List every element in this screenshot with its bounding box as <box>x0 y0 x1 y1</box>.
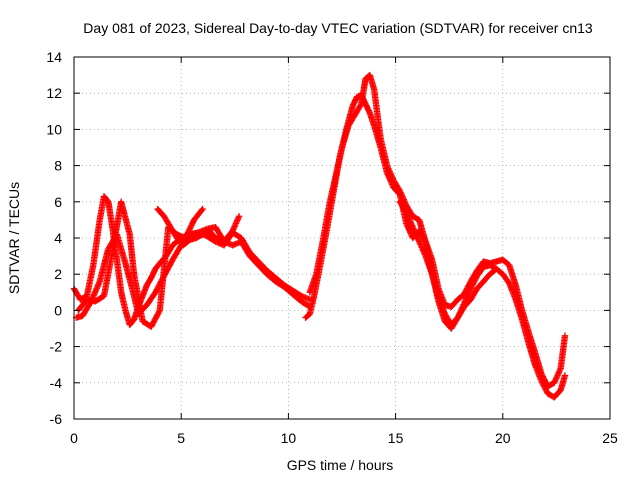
y-axis-label: SDTVAR / TECUs <box>6 182 22 294</box>
series-track-a <box>70 193 314 329</box>
data-point <box>466 281 473 288</box>
data-point <box>402 208 409 215</box>
data-point <box>188 222 195 229</box>
data-point <box>198 207 205 214</box>
data-point <box>492 266 499 273</box>
data-point <box>461 290 468 298</box>
data-point <box>357 102 364 109</box>
x-tick-label: 10 <box>281 430 297 446</box>
series-track-e <box>302 91 569 401</box>
data-point <box>186 225 194 232</box>
data-point <box>183 232 191 239</box>
y-tick-label: -6 <box>50 411 63 427</box>
x-tick-labels: 0 5 10 15 20 25 <box>70 430 618 446</box>
data-point <box>186 226 193 233</box>
y-tick-label: 4 <box>54 230 62 246</box>
data-point <box>538 370 545 377</box>
series-track-f <box>306 71 569 390</box>
y-tick-label: 10 <box>46 121 62 137</box>
data-point <box>465 282 472 289</box>
data-point <box>462 288 469 295</box>
x-tick-label: 20 <box>495 430 511 446</box>
data-point <box>463 286 470 294</box>
x-tick-label: 5 <box>177 430 185 446</box>
data-point <box>463 285 471 292</box>
data-point <box>189 219 196 226</box>
data-point <box>395 186 403 193</box>
y-tick-label: 14 <box>46 49 62 65</box>
data-point <box>182 234 189 242</box>
series-track-d <box>154 205 243 249</box>
axis-ticks <box>73 56 611 420</box>
data-point <box>199 205 206 213</box>
data-point <box>561 372 569 379</box>
data-points <box>70 71 569 401</box>
data-point <box>182 233 190 240</box>
x-tick-label: 25 <box>602 430 618 446</box>
data-point <box>188 220 196 228</box>
y-tick-label: -2 <box>50 339 63 355</box>
data-point <box>538 371 546 379</box>
data-point <box>539 373 547 380</box>
data-point <box>540 374 547 382</box>
data-point <box>493 265 500 272</box>
data-point <box>541 377 549 384</box>
data-point <box>543 387 550 395</box>
series-track-c <box>75 198 206 330</box>
data-point <box>155 308 163 315</box>
data-point <box>561 332 569 339</box>
y-tick-label: 12 <box>46 85 62 101</box>
y-tick-label: 6 <box>54 194 62 210</box>
y-tick-label: 0 <box>54 302 62 318</box>
data-point <box>184 229 192 236</box>
data-point <box>541 376 548 383</box>
data-point <box>461 289 469 296</box>
y-tick-label: 8 <box>54 158 62 174</box>
y-tick-label: -4 <box>50 375 63 391</box>
data-point <box>235 213 243 220</box>
y-tick-labels: -6 -4 -2 0 2 4 6 8 10 12 14 <box>46 49 62 427</box>
x-axis-label: GPS time / hours <box>287 457 394 473</box>
grid <box>74 57 610 419</box>
data-point <box>464 283 471 291</box>
data-point <box>542 378 549 386</box>
x-tick-label: 0 <box>70 430 78 446</box>
data-point <box>184 230 191 238</box>
series-track-g <box>396 198 500 329</box>
data-point <box>187 223 194 231</box>
y-tick-label: 2 <box>54 266 62 282</box>
x-tick-label: 15 <box>388 430 404 446</box>
chart-title: Day 081 of 2023, Sidereal Day-to-day VTE… <box>83 20 593 36</box>
data-point <box>185 227 192 235</box>
